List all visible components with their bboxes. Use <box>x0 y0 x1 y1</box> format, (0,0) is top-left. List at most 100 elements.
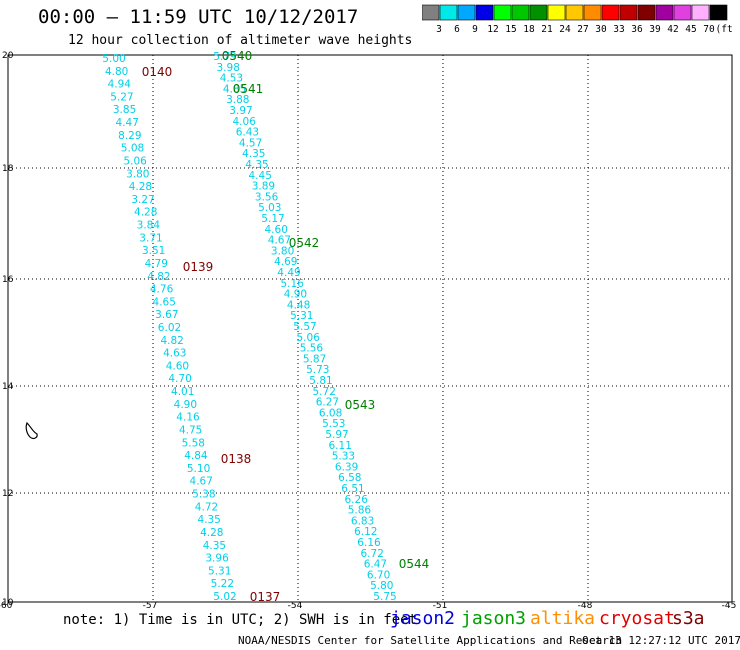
swh-value: 6.83 <box>351 515 374 527</box>
swh-value: 4.35 <box>203 540 226 552</box>
swh-value: 4.67 <box>190 476 213 488</box>
colorbar-swatch <box>709 4 728 21</box>
colorbar-label: 33 <box>613 24 624 34</box>
swh-value: 5.22 <box>211 578 234 590</box>
swh-value: 6.11 <box>329 440 352 452</box>
swh-value: 3.67 <box>155 309 178 321</box>
swh-value: 3.98 <box>217 62 240 74</box>
swh-value: 5.58 <box>182 437 205 449</box>
colorbar-label: 45 <box>685 24 696 34</box>
swh-value: 6.72 <box>361 548 384 560</box>
swh-value: 4.53 <box>220 73 243 85</box>
swh-value: 5.31 <box>208 565 231 577</box>
colorbar-swatch <box>637 4 656 21</box>
swh-value: 4.63 <box>163 348 186 360</box>
swh-value: 5.06 <box>123 155 147 167</box>
colorbar-swatch <box>565 4 584 21</box>
swh-value: 3.80 <box>126 168 149 180</box>
swh-value: 5.33 <box>332 451 355 463</box>
colorbar-swatch <box>529 4 548 21</box>
swh-value: 5.79 <box>213 51 236 63</box>
colorbar-label: 9 <box>472 24 478 34</box>
colorbar-swatch <box>493 4 512 21</box>
colorbar-label: 39 <box>649 24 661 34</box>
swh-value: 8.29 <box>118 130 141 142</box>
swh-value: 5.08 <box>121 143 144 155</box>
colorbar-label: 21 <box>541 24 553 34</box>
lon-tick-label: -54 <box>288 601 303 608</box>
swh-value: 4.60 <box>166 360 189 372</box>
track-time-label: 0543 <box>345 398 376 412</box>
colorbar-swatch <box>457 4 476 21</box>
swh-value: 5.17 <box>261 213 284 225</box>
swh-value: 3.96 <box>205 553 229 565</box>
island-outline <box>25 421 38 440</box>
swh-value: 5.81 <box>309 375 332 387</box>
colorbar-label: 3 <box>436 24 442 34</box>
swh-value: 5.87 <box>303 353 326 365</box>
swh-value: 4.45 <box>249 170 272 182</box>
swh-value: 4.69 <box>274 256 297 268</box>
units-note: note: 1) Time is in UTC; 2) SWH is in fe… <box>63 612 418 628</box>
swh-value: 4.35 <box>242 148 265 160</box>
swh-value: 4.35 <box>245 159 268 171</box>
swh-value: 5.86 <box>348 505 372 517</box>
lon-tick-label: -48 <box>578 601 593 608</box>
footer-timestamp: Oct 13 12:27:12 UTC 2017 <box>582 634 740 647</box>
swh-value: 4.67 <box>268 235 291 247</box>
swh-value: 4.48 <box>287 299 310 311</box>
swh-value: 6.16 <box>357 537 381 549</box>
swh-value: 4.76 <box>150 284 174 296</box>
swh-value: 4.70 <box>168 373 191 385</box>
colorbar-label: 36 <box>631 24 643 34</box>
swh-value: 6.70 <box>367 569 390 581</box>
colorbar-swatch <box>422 4 440 21</box>
lat-tick-label: 10 <box>2 598 14 608</box>
swh-value: 4.28 <box>129 181 152 193</box>
swh-value: 5.03 <box>258 202 281 214</box>
swh-value: 4.82 <box>160 335 183 347</box>
page-title: 00:00 – 11:59 UTC 10/12/2017 <box>38 6 359 28</box>
swh-value: 4.60 <box>265 224 288 236</box>
swh-value: 5.10 <box>187 463 210 475</box>
legend-s3a: s3a <box>672 608 705 629</box>
swh-value: 5.38 <box>192 489 215 501</box>
lon-tick-label: -57 <box>143 601 158 608</box>
swh-value: 3.88 <box>226 94 249 106</box>
swh-value: 4.94 <box>108 79 132 91</box>
swh-value: 5.02 <box>213 591 236 603</box>
legend-jason2: jason2 <box>390 608 456 629</box>
lon-tick-label: -60 <box>0 601 13 608</box>
swh-value: 4.01 <box>171 386 194 398</box>
swh-value: 5.75 <box>373 591 396 603</box>
swh-value: 6.43 <box>236 127 259 139</box>
swh-value: 4.85 <box>223 83 246 95</box>
colorbar-label: 24 <box>559 24 571 34</box>
swh-value: 5.00 <box>102 53 125 65</box>
colorbar-label: 42 <box>667 24 678 34</box>
swh-value: 3.89 <box>252 181 275 193</box>
swh-value: 6.12 <box>354 526 377 538</box>
swh-value: 4.79 <box>145 258 168 270</box>
swh-value: 5.80 <box>370 580 393 592</box>
track-time-label: 0137 <box>250 590 281 604</box>
swh-value: 5.72 <box>313 386 336 398</box>
swh-value: 5.56 <box>300 343 324 355</box>
track-time-label: 0140 <box>142 65 173 79</box>
colorbar-swatch <box>583 4 602 21</box>
swh-value: 4.75 <box>179 424 202 436</box>
swh-value: 3.51 <box>142 245 165 257</box>
swh-value: 4.49 <box>277 267 300 279</box>
colorbar-swatch <box>475 4 494 21</box>
track-time-label: 0139 <box>183 260 214 274</box>
swh-value: 5.97 <box>325 429 348 441</box>
swh-value: 6.58 <box>338 472 361 484</box>
swh-value: 3.27 <box>131 194 154 206</box>
map-frame <box>7 54 733 603</box>
swh-value: 4.28 <box>200 527 223 539</box>
colorbar-swatch <box>511 4 530 21</box>
swh-value: 3.80 <box>271 245 294 257</box>
swh-value: 5.06 <box>297 332 321 344</box>
swh-value: 4.47 <box>116 117 139 129</box>
